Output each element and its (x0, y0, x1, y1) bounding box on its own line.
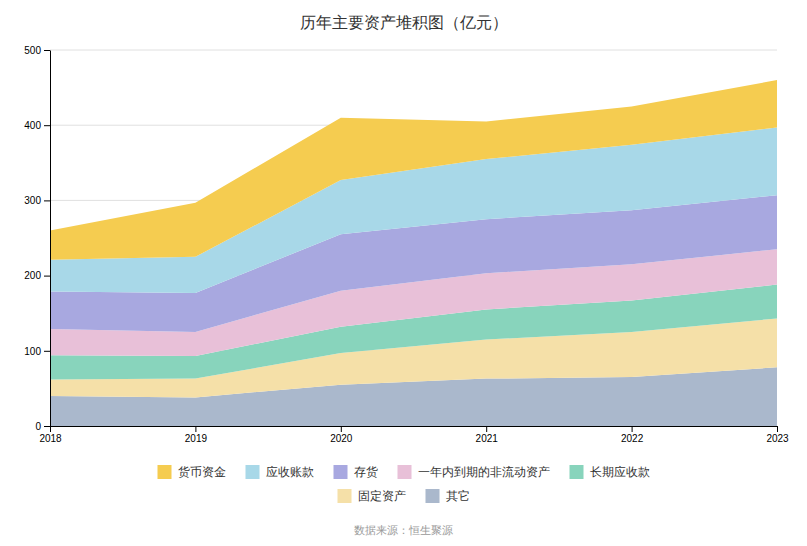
legend-label: 长期应收款 (590, 465, 650, 479)
legend-item: 货币资金 (158, 465, 226, 479)
y-tick: 100 (24, 346, 50, 357)
legend-swatch (158, 465, 172, 479)
annotation: 数据来源：恒生聚源 (354, 524, 453, 537)
tick-label: 2018 (39, 433, 62, 444)
legend-item: 应收账款 (246, 465, 314, 479)
grid (50, 50, 777, 426)
x-tick: 2019 (185, 426, 208, 444)
y-tick: 200 (24, 270, 50, 281)
title: 历年主要资产堆积图（亿元） (300, 13, 508, 32)
legend-label: 货币资金 (178, 465, 226, 479)
legend-item: 其它 (426, 489, 470, 503)
tick-mark (486, 426, 487, 432)
legend-label: 存货 (354, 465, 378, 479)
tick-label: 0 (35, 421, 41, 432)
tick-label: 2021 (476, 433, 499, 444)
x-tick: 2021 (476, 426, 499, 444)
tick-mark (44, 50, 50, 51)
y-tick: 500 (24, 45, 50, 56)
tick-mark (195, 426, 196, 432)
y-axis: 0 100 200 300 400 500 (24, 45, 50, 432)
area (50, 80, 777, 260)
chart: 2018 2019 2020 2021 2022 2023 0 100 200 300 400 500… (0, 0, 807, 546)
legend-label: 一年内到期的非流动资产 (418, 465, 550, 479)
legend-item: 长期应收款 (570, 465, 650, 479)
tick-label: 100 (24, 346, 41, 357)
legend-swatch (338, 489, 352, 503)
legend-label: 应收账款 (266, 465, 314, 479)
legend: 货币资金 应收账款 存货 一年内到期的非流动资产 长期应收款固定资产 其它 (158, 465, 650, 503)
tick-mark (632, 426, 633, 432)
legend-swatch (334, 465, 348, 479)
tick-label: 300 (24, 195, 41, 206)
grid-line (50, 50, 777, 51)
legend-swatch (246, 465, 260, 479)
x-axis: 2018 2019 2020 2021 2022 2023 (39, 426, 789, 444)
legend-item: 一年内到期的非流动资产 (398, 465, 550, 479)
y-tick: 300 (24, 195, 50, 206)
legend-swatch (570, 465, 584, 479)
tick-label: 2023 (766, 433, 789, 444)
tick-mark (777, 426, 778, 432)
legend-item: 存货 (334, 465, 378, 479)
tick-label: 500 (24, 45, 41, 56)
tick-mark (44, 426, 50, 427)
tick-label: 2020 (330, 433, 353, 444)
tick-mark (341, 426, 342, 432)
legend-label: 固定资产 (358, 489, 406, 503)
areas (50, 80, 777, 426)
y-tick: 400 (24, 120, 50, 131)
x-tick: 2020 (330, 426, 353, 444)
tick-label: 400 (24, 120, 41, 131)
legend-swatch (398, 465, 412, 479)
axis-domain (50, 51, 51, 427)
tick-label: 200 (24, 270, 41, 281)
legend-swatch (426, 489, 440, 503)
tick-mark (44, 351, 50, 352)
y-tick: 0 (35, 421, 50, 432)
tick-label: 2022 (621, 433, 644, 444)
tick-mark (50, 426, 51, 432)
x-tick: 2022 (621, 426, 644, 444)
axis-domain (51, 426, 778, 427)
plot: 2018 2019 2020 2021 2022 2023 0 100 200 300 400 500 (24, 45, 789, 444)
legend-label: 其它 (446, 489, 470, 503)
legend-item: 固定资产 (338, 489, 406, 503)
x-tick: 2023 (766, 426, 789, 444)
x-tick: 2018 (39, 426, 62, 444)
tick-mark (44, 200, 50, 201)
tick-label: 2019 (185, 433, 208, 444)
tick-mark (44, 125, 50, 126)
tick-mark (44, 276, 50, 277)
